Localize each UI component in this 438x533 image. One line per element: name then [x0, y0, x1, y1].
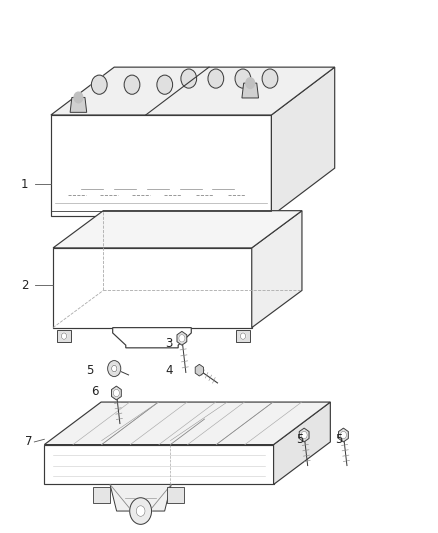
Text: 2: 2 — [21, 279, 28, 292]
Circle shape — [112, 366, 117, 372]
Text: 5: 5 — [336, 433, 343, 446]
Circle shape — [235, 69, 251, 88]
Polygon shape — [299, 428, 309, 442]
Circle shape — [136, 506, 145, 516]
Circle shape — [262, 69, 278, 88]
Polygon shape — [274, 402, 330, 484]
Polygon shape — [252, 211, 302, 328]
Polygon shape — [53, 248, 252, 328]
Text: 5: 5 — [87, 364, 94, 377]
Polygon shape — [272, 67, 335, 216]
Polygon shape — [242, 83, 258, 98]
Circle shape — [240, 333, 246, 340]
Circle shape — [108, 361, 121, 376]
Polygon shape — [70, 98, 87, 112]
Text: 1: 1 — [21, 177, 28, 191]
Text: 6: 6 — [91, 385, 98, 398]
Polygon shape — [112, 386, 121, 400]
Circle shape — [179, 335, 185, 342]
Polygon shape — [339, 428, 348, 442]
Polygon shape — [237, 330, 250, 342]
Circle shape — [157, 75, 173, 94]
Polygon shape — [92, 487, 110, 503]
Polygon shape — [167, 487, 184, 503]
Circle shape — [61, 333, 67, 340]
Text: 7: 7 — [25, 435, 33, 448]
Circle shape — [113, 389, 120, 397]
Circle shape — [181, 69, 197, 88]
Polygon shape — [195, 365, 204, 376]
Polygon shape — [113, 328, 191, 348]
Polygon shape — [44, 445, 274, 484]
Circle shape — [340, 431, 346, 439]
Polygon shape — [110, 484, 171, 511]
Circle shape — [246, 78, 254, 88]
Circle shape — [130, 498, 152, 524]
Polygon shape — [53, 211, 302, 248]
Circle shape — [124, 75, 140, 94]
Polygon shape — [44, 402, 330, 445]
Polygon shape — [177, 332, 187, 345]
Polygon shape — [51, 67, 335, 115]
Circle shape — [74, 92, 83, 103]
Text: 4: 4 — [165, 364, 173, 377]
Polygon shape — [51, 115, 272, 216]
Circle shape — [301, 431, 307, 439]
Circle shape — [92, 75, 107, 94]
Text: 3: 3 — [165, 337, 173, 350]
Text: 5: 5 — [296, 433, 304, 446]
Circle shape — [208, 69, 224, 88]
Polygon shape — [57, 330, 71, 342]
